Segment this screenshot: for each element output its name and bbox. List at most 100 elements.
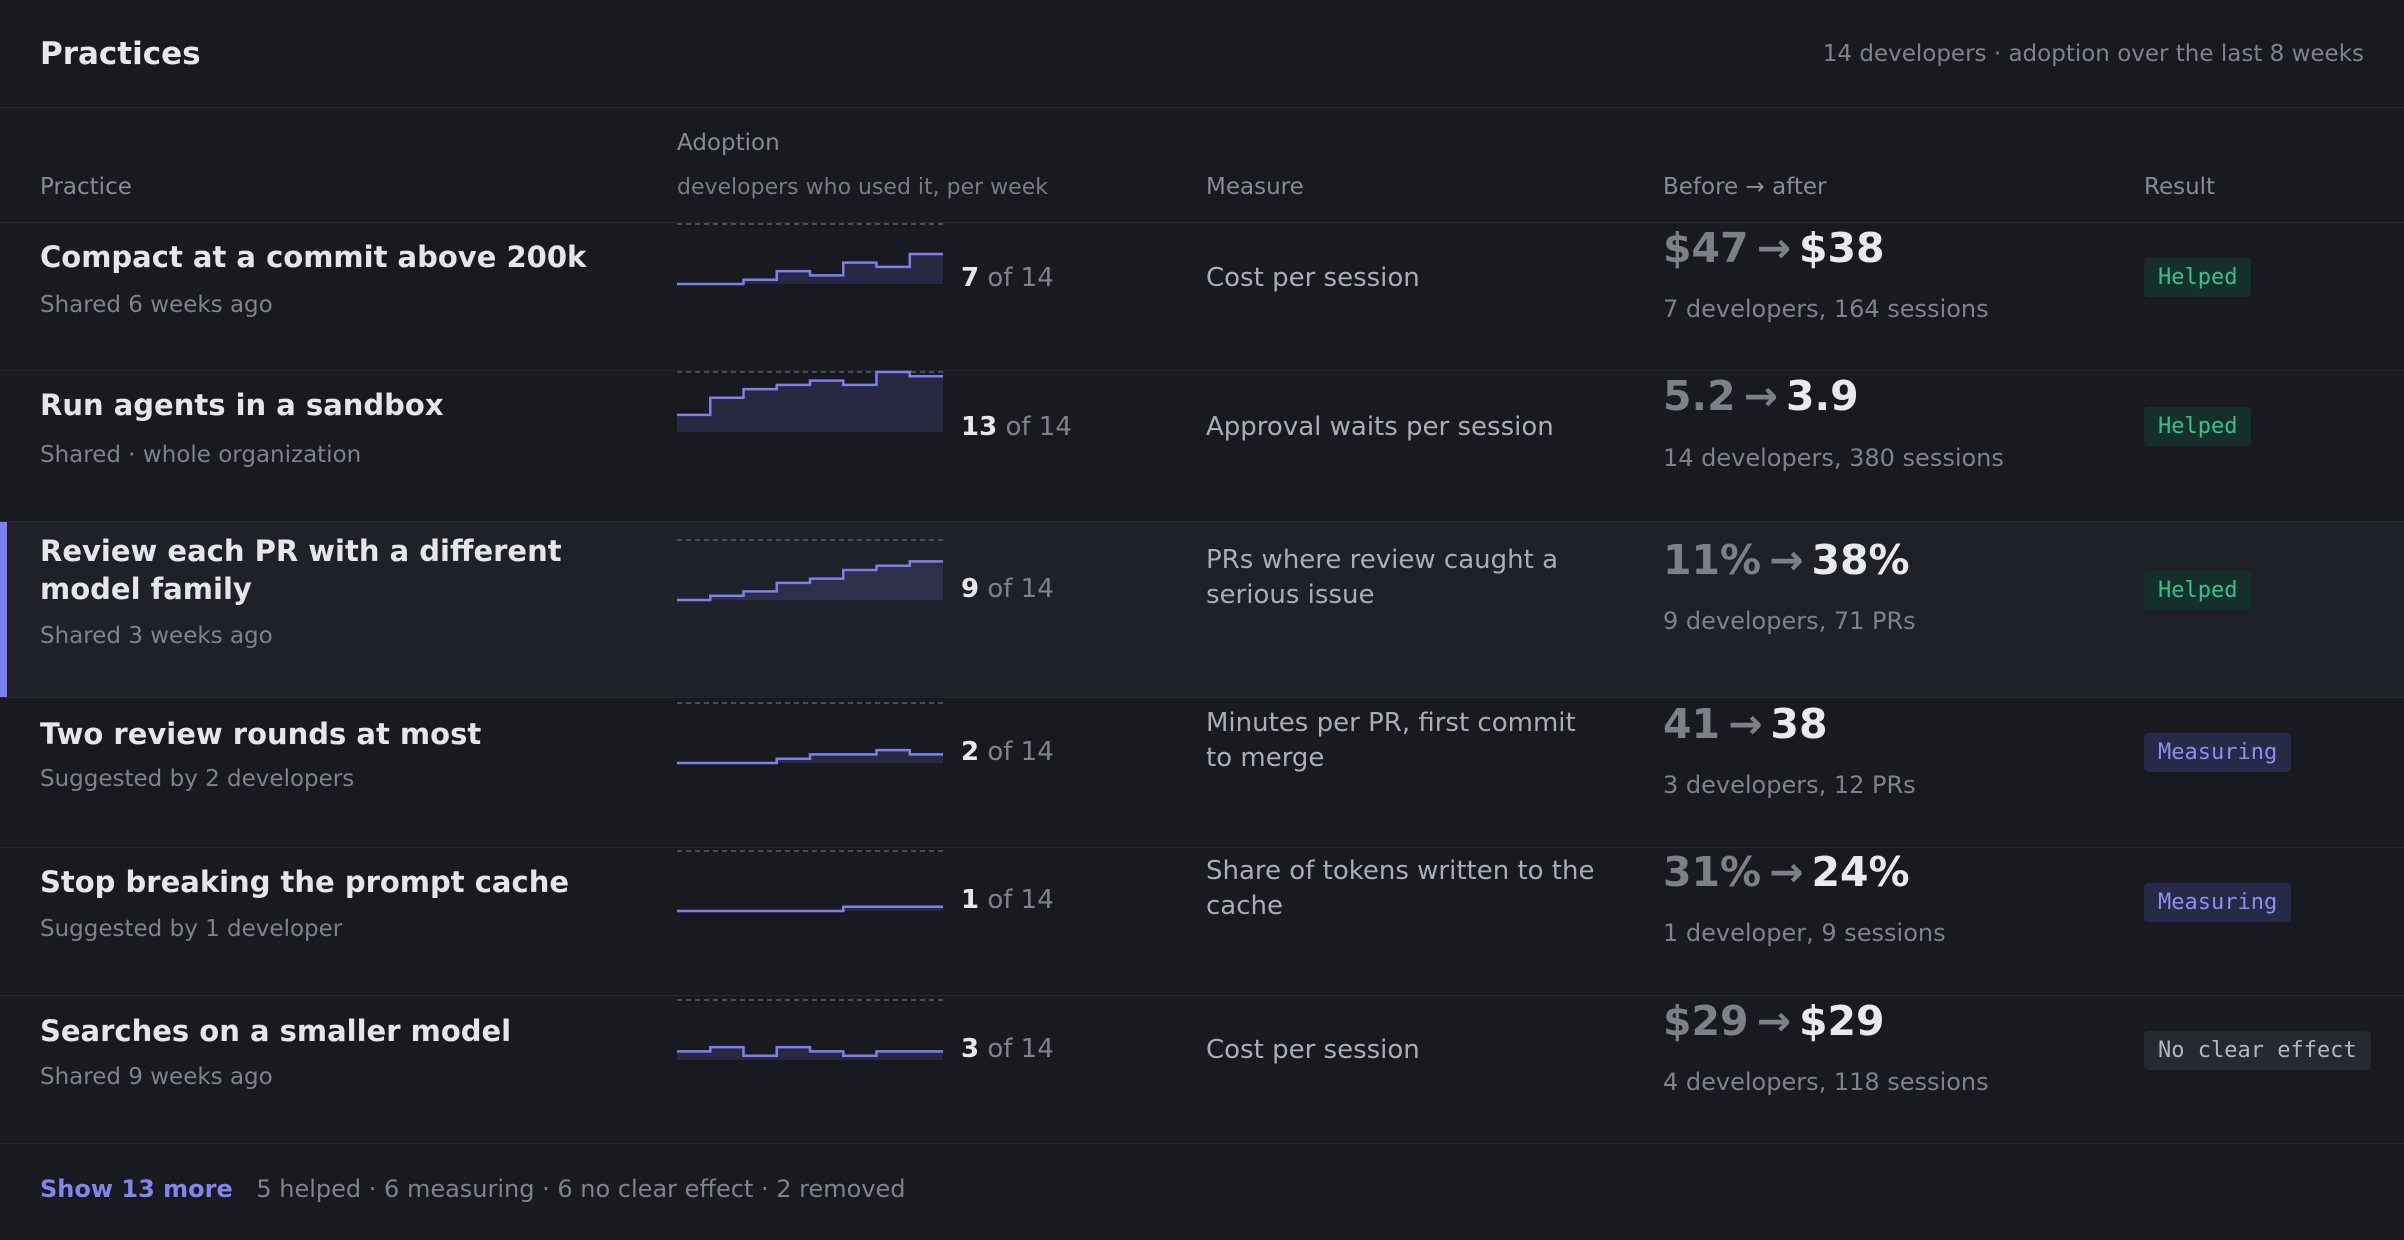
sparkline-line (677, 370, 943, 417)
col-adoption-sub: developers who used it, per week (677, 175, 1048, 200)
practice-subtitle: Suggested by 2 developers (40, 766, 355, 792)
adoption-sparkline (677, 999, 943, 1060)
adoption-count: 9 of 14 (961, 574, 1054, 604)
col-practice: Practice (40, 174, 132, 200)
practice-subtitle: Suggested by 1 developer (40, 916, 343, 942)
measure-label: Approval waits per session (1206, 412, 1554, 442)
measure-label: Share of tokens written to the cache (1206, 856, 1595, 921)
sparkline-area (677, 254, 943, 284)
measure-label: Cost per session (1206, 1035, 1420, 1065)
adoption-sparkline (677, 223, 943, 286)
after-value: $38 (1798, 224, 1885, 272)
col-adoption: Adoption (677, 130, 780, 156)
col-before-after: Before → after (1663, 174, 1827, 200)
adoption-count: 1 of 14 (961, 885, 1054, 915)
practice-title: Stop breaking the prompt cache (40, 865, 570, 899)
sample-size: 1 developer, 9 sessions (1663, 919, 1946, 947)
sparkline-line (677, 905, 943, 913)
practice-title: Review each PR with a different model fa… (40, 534, 562, 606)
sparkline-line (677, 748, 943, 765)
adoption-number: 1 (961, 885, 980, 915)
before-value: $29 (1663, 997, 1749, 1045)
practice-subtitle: Shared · whole organization (40, 442, 362, 468)
adoption-count: 7 of 14 (961, 263, 1054, 293)
adoption-count: 2 of 14 (961, 737, 1054, 767)
panel-subtitle: 14 developers · adoption over the last 8… (1822, 40, 2364, 67)
adoption-sparkline (677, 370, 943, 432)
after-value: 3.9 (1786, 372, 1859, 420)
practice-title: Compact at a commit above 200k (40, 240, 587, 274)
before-value: 41 (1663, 700, 1721, 748)
result-badge: Helped (2144, 407, 2252, 446)
practice-row[interactable]: Run agents in a sandbox Shared · whole or… (0, 370, 2404, 522)
practice-row[interactable]: Compact at a commit above 200k Shared 6 w… (0, 223, 2404, 371)
measure-label: Minutes per PR, first commit to merge (1206, 708, 1576, 773)
adoption-sparkline (677, 702, 943, 765)
practice-row[interactable]: Review each PR with a different model fa… (0, 522, 2404, 698)
adoption-total: of 14 (1005, 412, 1072, 442)
practice-title: Searches on a smaller model (40, 1014, 512, 1048)
table-footer: Show 13 more 5 helped · 6 measuring · 6 … (40, 1175, 905, 1203)
result-badge: No clear effect (2144, 1031, 2371, 1070)
arrow-icon: → (1756, 997, 1791, 1045)
before-after-values: $47 → $38 (1663, 224, 1885, 272)
result-badge: Helped (2144, 258, 2252, 297)
measure-label: PRs where review caught a serious issue (1206, 545, 1559, 610)
sparkline-area (677, 372, 943, 432)
before-after-values: 5.2 → 3.9 (1663, 372, 1859, 420)
sample-size: 7 developers, 164 sessions (1663, 295, 1989, 323)
practice-row[interactable]: Stop breaking the prompt cache Suggested … (0, 848, 2404, 996)
sample-size: 3 developers, 12 PRs (1663, 771, 1916, 799)
adoption-total: of 14 (987, 1034, 1054, 1064)
sample-size: 4 developers, 118 sessions (1663, 1068, 1989, 1096)
panel-header: Practices 14 developers · adoption over … (0, 0, 2404, 108)
result-badge: Measuring (2144, 883, 2292, 922)
column-headers: Practice Adoption developers who used it… (0, 108, 2404, 223)
arrow-icon: → (1743, 372, 1778, 420)
arrow-icon: → (1769, 848, 1804, 896)
measure-label: Cost per session (1206, 263, 1420, 293)
before-value: 5.2 (1663, 372, 1736, 420)
after-value: 38% (1811, 536, 1910, 584)
after-value: 38 (1770, 700, 1828, 748)
after-value: 24% (1811, 848, 1910, 896)
results-summary: 5 helped · 6 measuring · 6 no clear effe… (256, 1175, 906, 1203)
show-more-link[interactable]: Show 13 more (40, 1175, 233, 1203)
adoption-number: 7 (961, 263, 980, 293)
before-value: 31% (1663, 848, 1762, 896)
before-value: $47 (1663, 224, 1749, 272)
practice-row[interactable]: Searches on a smaller model Shared 9 week… (0, 996, 2404, 1144)
adoption-sparkline (677, 539, 943, 602)
before-after-values: $29 → $29 (1663, 997, 1885, 1045)
practice-subtitle: Shared 3 weeks ago (40, 623, 273, 649)
adoption-count: 13 of 14 (961, 412, 1072, 442)
result-badge: Measuring (2144, 733, 2292, 772)
practice-list: Compact at a commit above 200k Shared 6 w… (0, 223, 2404, 1144)
result-badge: Helped (2144, 571, 2252, 610)
before-after-values: 41 → 38 (1663, 700, 1827, 748)
adoption-sparkline (677, 850, 943, 913)
sample-size: 14 developers, 380 sessions (1663, 444, 2004, 472)
panel-title: Practices (40, 35, 201, 72)
col-result: Result (2144, 174, 2216, 200)
sparkline-line (677, 252, 943, 286)
adoption-total: of 14 (987, 263, 1054, 293)
sparkline-line (677, 560, 943, 602)
adoption-count: 3 of 14 (961, 1034, 1054, 1064)
arrow-icon: → (1769, 536, 1804, 584)
arrow-icon: → (1728, 700, 1763, 748)
before-after-values: 31% → 24% (1663, 848, 1910, 896)
adoption-total: of 14 (987, 885, 1054, 915)
adoption-total: of 14 (987, 737, 1054, 767)
after-value: $29 (1798, 997, 1885, 1045)
before-value: 11% (1663, 536, 1762, 584)
sample-size: 9 developers, 71 PRs (1663, 607, 1916, 635)
arrow-icon: → (1756, 224, 1791, 272)
adoption-number: 2 (961, 737, 980, 767)
adoption-number: 3 (961, 1034, 980, 1064)
practice-row[interactable]: Two review rounds at most Suggested by 2 … (0, 698, 2404, 848)
adoption-total: of 14 (987, 574, 1054, 604)
before-after-values: 11% → 38% (1663, 536, 1910, 584)
practice-title: Run agents in a sandbox (40, 388, 444, 422)
